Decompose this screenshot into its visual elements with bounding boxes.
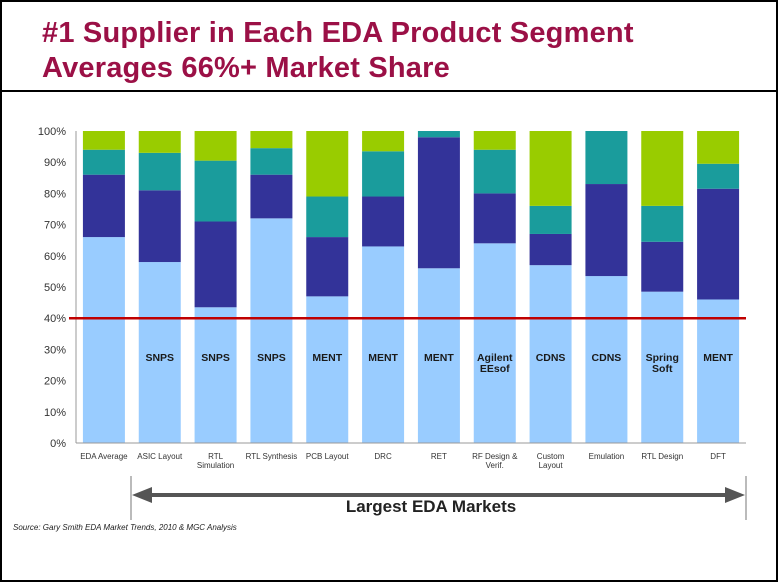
bar-segment (473, 243, 516, 443)
category-label: Custom (537, 452, 565, 461)
bar-segment (641, 205, 684, 242)
leader-label: MENT (368, 352, 398, 364)
bar-segment (585, 276, 628, 443)
bar-segment (250, 174, 293, 219)
y-tick-label: 60% (44, 251, 66, 263)
y-tick-label: 10% (44, 407, 66, 419)
arrow-head-right (725, 487, 745, 503)
leader-label: Agilent (477, 352, 513, 364)
slide-header: #1 Supplier in Each EDA Product Segment … (2, 2, 776, 92)
title-line-2: Averages 66%+ Market Share (42, 52, 450, 84)
category-label: Emulation (589, 452, 625, 461)
bar-segment (306, 131, 349, 197)
category-label: Verif. (486, 461, 504, 470)
bar-segment (529, 233, 572, 266)
bar-segment (417, 131, 460, 138)
bar-segment (250, 131, 293, 149)
bar-segment (641, 131, 684, 206)
bar-segment (82, 131, 125, 150)
slide-title: #1 Supplier in Each EDA Product Segment … (42, 16, 634, 86)
y-tick-label: 30% (44, 344, 66, 356)
bar-segment (362, 196, 405, 247)
y-tick-label: 100% (38, 126, 66, 138)
bar-segment (82, 237, 125, 443)
category-label: RTL (208, 452, 224, 461)
category-label: ASIC Layout (137, 452, 183, 461)
bar-segment (138, 152, 181, 191)
arrow-head-left (132, 487, 152, 503)
category-label: Simulation (197, 461, 234, 470)
leader-label: MENT (312, 352, 342, 364)
bar-segment (306, 196, 349, 238)
bar-segment (82, 149, 125, 175)
category-label: Layout (539, 461, 564, 470)
y-tick-label: 20% (44, 376, 66, 388)
leader-label: SNPS (201, 352, 230, 364)
bar-segment (473, 149, 516, 194)
bar-segment (194, 221, 237, 308)
y-tick-label: 50% (44, 282, 66, 294)
bar-segment (473, 131, 516, 150)
bar-segment (641, 291, 684, 443)
bar-segment (362, 151, 405, 197)
bar-segment (194, 160, 237, 222)
category-label: RET (431, 452, 447, 461)
bar-segment (306, 296, 349, 443)
bar-segment (194, 131, 237, 161)
category-label: EDA Average (80, 452, 128, 461)
bar-segment (82, 174, 125, 238)
leader-label: MENT (703, 352, 733, 364)
bar-segment (417, 137, 460, 269)
bar-segment (138, 262, 181, 443)
y-tick-label: 40% (44, 313, 66, 325)
leader-label: MENT (424, 352, 454, 364)
source-note: Source: Gary Smith EDA Market Trends, 20… (13, 523, 237, 532)
category-label: RTL Synthesis (246, 452, 298, 461)
bar-segment (250, 218, 293, 443)
category-label: DRC (374, 452, 392, 461)
category-label: DFT (710, 452, 726, 461)
category-label: PCB Layout (306, 452, 349, 461)
y-tick-label: 0% (50, 438, 66, 450)
bar-segment (362, 131, 405, 152)
category-label: RTL Design (641, 452, 683, 461)
y-tick-label: 80% (44, 188, 66, 200)
y-tick-label: 70% (44, 220, 66, 232)
bar-segment (306, 237, 349, 297)
category-label: RF Design & (472, 452, 518, 461)
bar-segment (138, 131, 181, 153)
bar-segment (194, 307, 237, 443)
bar-segment (529, 265, 572, 443)
bar-segment (250, 148, 293, 175)
leader-label: EEsof (480, 363, 510, 375)
bar-segment (138, 190, 181, 263)
leader-label: CDNS (536, 352, 566, 364)
leader-label: CDNS (592, 352, 622, 364)
bar-segment (473, 193, 516, 244)
bar-segment (585, 184, 628, 277)
y-tick-label: 90% (44, 157, 66, 169)
leader-label: Soft (652, 363, 673, 375)
bar-segment (697, 131, 740, 164)
leader-label: SNPS (145, 352, 174, 364)
bar-segment (697, 163, 740, 189)
bar-segment (362, 246, 405, 443)
bar-segment (697, 188, 740, 300)
bar-segment (529, 131, 572, 206)
bar-segment (417, 268, 460, 443)
title-line-1: #1 Supplier in Each EDA Product Segment (42, 17, 634, 49)
bar-segment (585, 131, 628, 185)
leader-label: SNPS (257, 352, 286, 364)
bar-segment (697, 299, 740, 443)
leader-label: Spring (646, 352, 679, 364)
bar-segment (529, 205, 572, 234)
bar-segment (641, 241, 684, 292)
largest-eda-markets-label: Largest EDA Markets (345, 497, 517, 516)
